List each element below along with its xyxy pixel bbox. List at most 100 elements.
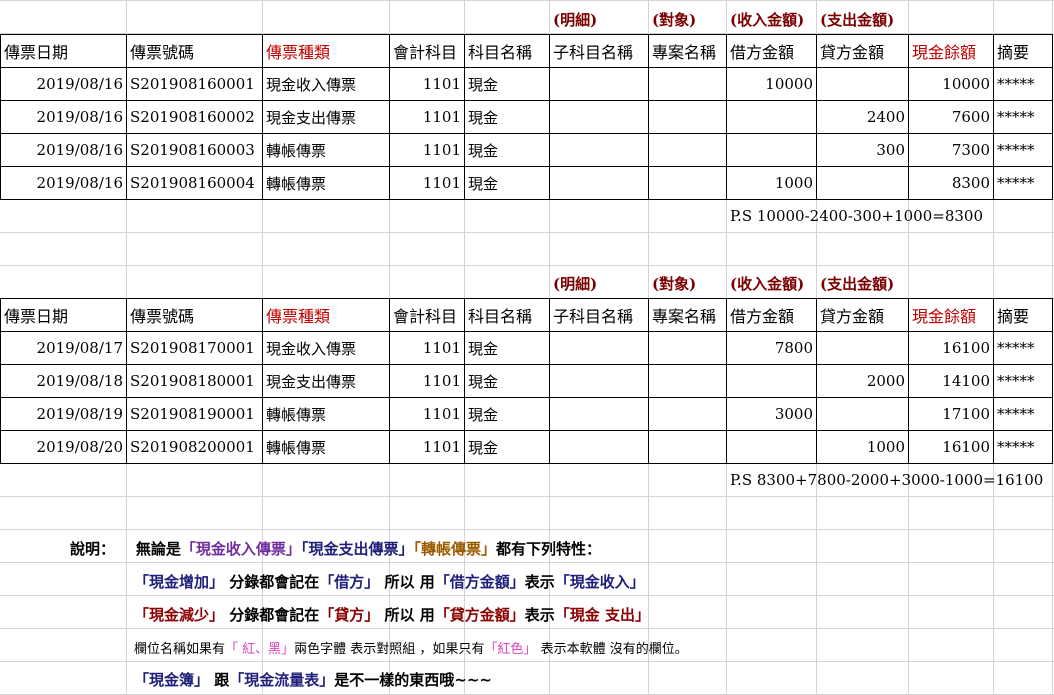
cell-memo[interactable]: ***** (993, 430, 1053, 464)
cell-project[interactable] (648, 166, 727, 200)
header-project[interactable]: 專案名稱 (648, 298, 727, 332)
cell-debit[interactable]: 7800 (726, 331, 817, 365)
cell-balance[interactable]: 17100 (908, 397, 994, 431)
cell-voucher-type[interactable]: 轉帳傳票 (262, 430, 390, 464)
cell-account-name[interactable]: 現金 (464, 100, 550, 134)
cell-credit[interactable] (816, 331, 909, 365)
cell-balance[interactable]: 10000 (908, 67, 994, 101)
cell-sub-account[interactable] (549, 397, 649, 431)
cell-credit[interactable] (816, 397, 909, 431)
header-memo[interactable]: 摘要 (993, 34, 1053, 68)
cell-date[interactable]: 2019/08/16 (0, 100, 127, 134)
cell-voucher-type[interactable]: 現金收入傳票 (262, 67, 390, 101)
cell-debit[interactable] (726, 133, 817, 167)
cell-balance[interactable]: 7300 (908, 133, 994, 167)
cell-account-name[interactable]: 現金 (464, 331, 550, 365)
cell-debit[interactable]: 3000 (726, 397, 817, 431)
cell-balance[interactable]: 8300 (908, 166, 994, 200)
cell-date[interactable]: 2019/08/19 (0, 397, 127, 431)
header-balance[interactable]: 現金餘額 (908, 34, 994, 68)
cell-credit[interactable]: 2000 (816, 364, 909, 398)
cell-account-name[interactable]: 現金 (464, 364, 550, 398)
cell-voucher-no[interactable]: S201908170001 (126, 331, 263, 365)
cell-voucher-no[interactable]: S201908160004 (126, 166, 263, 200)
cell-account-code[interactable]: 1101 (389, 364, 465, 398)
cell-account-name[interactable]: 現金 (464, 133, 550, 167)
cell-credit[interactable] (816, 67, 909, 101)
cell-voucher-type[interactable]: 現金支出傳票 (262, 364, 390, 398)
cell-project[interactable] (648, 364, 727, 398)
header-memo[interactable]: 摘要 (993, 298, 1053, 332)
cell-debit[interactable]: 10000 (726, 67, 817, 101)
cell-balance[interactable]: 7600 (908, 100, 994, 134)
cell-account-code[interactable]: 1101 (389, 133, 465, 167)
cell-memo[interactable]: ***** (993, 364, 1053, 398)
cell-sub-account[interactable] (549, 133, 649, 167)
cell-account-code[interactable]: 1101 (389, 166, 465, 200)
cell-credit[interactable]: 300 (816, 133, 909, 167)
cell-balance[interactable]: 16100 (908, 331, 994, 365)
cell-memo[interactable]: ***** (993, 67, 1053, 101)
header-credit[interactable]: 貸方金額 (816, 34, 909, 68)
cell-account-code[interactable]: 1101 (389, 100, 465, 134)
cell-voucher-type[interactable]: 轉帳傳票 (262, 166, 390, 200)
cell-debit[interactable]: 1000 (726, 166, 817, 200)
header-voucher-type[interactable]: 傳票種類 (262, 298, 390, 332)
header-date[interactable]: 傳票日期 (0, 298, 127, 332)
cell-sub-account[interactable] (549, 100, 649, 134)
cell-date[interactable]: 2019/08/16 (0, 133, 127, 167)
cell-credit[interactable] (816, 166, 909, 200)
cell-voucher-no[interactable]: S201908180001 (126, 364, 263, 398)
cell-date[interactable]: 2019/08/17 (0, 331, 127, 365)
cell-debit[interactable] (726, 430, 817, 464)
cell-voucher-no[interactable]: S201908200001 (126, 430, 263, 464)
cell-account-code[interactable]: 1101 (389, 67, 465, 101)
cell-credit[interactable]: 1000 (816, 430, 909, 464)
cell-sub-account[interactable] (549, 166, 649, 200)
cell-memo[interactable]: ***** (993, 100, 1053, 134)
cell-sub-account[interactable] (549, 331, 649, 365)
cell-project[interactable] (648, 67, 727, 101)
cell-account-name[interactable]: 現金 (464, 67, 550, 101)
cell-voucher-no[interactable]: S201908160001 (126, 67, 263, 101)
cell-date[interactable]: 2019/08/20 (0, 430, 127, 464)
cell-date[interactable]: 2019/08/16 (0, 67, 127, 101)
header-sub-account[interactable]: 子科目名稱 (549, 298, 649, 332)
cell-memo[interactable]: ***** (993, 133, 1053, 167)
cell-project[interactable] (648, 331, 727, 365)
header-balance[interactable]: 現金餘額 (908, 298, 994, 332)
cell-balance[interactable]: 16100 (908, 430, 994, 464)
cell-voucher-no[interactable]: S201908160002 (126, 100, 263, 134)
cell-project[interactable] (648, 430, 727, 464)
cell-memo[interactable]: ***** (993, 166, 1053, 200)
cell-memo[interactable]: ***** (993, 397, 1053, 431)
cell-sub-account[interactable] (549, 364, 649, 398)
cell-balance[interactable]: 14100 (908, 364, 994, 398)
cell-project[interactable] (648, 397, 727, 431)
cell-voucher-type[interactable]: 現金支出傳票 (262, 100, 390, 134)
cell-voucher-type[interactable]: 轉帳傳票 (262, 397, 390, 431)
header-account-code[interactable]: 會計科目 (389, 34, 465, 68)
cell-credit[interactable]: 2400 (816, 100, 909, 134)
cell-date[interactable]: 2019/08/16 (0, 166, 127, 200)
cell-account-code[interactable]: 1101 (389, 430, 465, 464)
cell-voucher-type[interactable]: 現金收入傳票 (262, 331, 390, 365)
cell-account-code[interactable]: 1101 (389, 397, 465, 431)
cell-sub-account[interactable] (549, 67, 649, 101)
cell-account-code[interactable]: 1101 (389, 331, 465, 365)
header-voucher-type[interactable]: 傳票種類 (262, 34, 390, 68)
cell-project[interactable] (648, 133, 727, 167)
header-voucher-no[interactable]: 傳票號碼 (126, 34, 263, 68)
header-account-name[interactable]: 科目名稱 (464, 298, 550, 332)
cell-account-name[interactable]: 現金 (464, 166, 550, 200)
cell-project[interactable] (648, 100, 727, 134)
header-date[interactable]: 傳票日期 (0, 34, 127, 68)
cell-voucher-type[interactable]: 轉帳傳票 (262, 133, 390, 167)
header-debit[interactable]: 借方金額 (726, 34, 817, 68)
cell-debit[interactable] (726, 100, 817, 134)
cell-account-name[interactable]: 現金 (464, 430, 550, 464)
header-voucher-no[interactable]: 傳票號碼 (126, 298, 263, 332)
cell-memo[interactable]: ***** (993, 331, 1053, 365)
cell-voucher-no[interactable]: S201908190001 (126, 397, 263, 431)
cell-voucher-no[interactable]: S201908160003 (126, 133, 263, 167)
